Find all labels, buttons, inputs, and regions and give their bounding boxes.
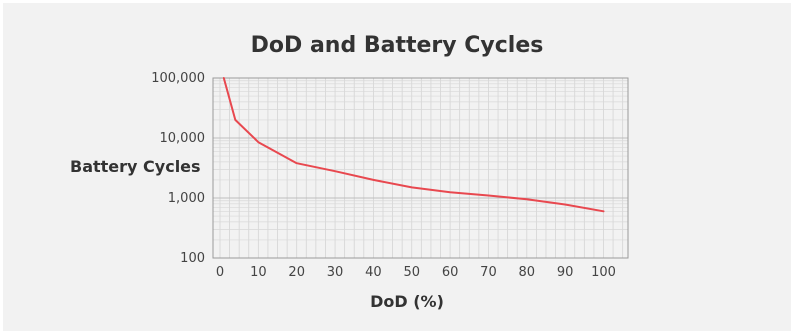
x-tick-label: 60 bbox=[442, 265, 459, 280]
y-tick-label: 100,000 bbox=[151, 71, 205, 86]
x-tick-label: 40 bbox=[365, 265, 382, 280]
grid-lines bbox=[213, 78, 628, 259]
plot-border bbox=[212, 77, 629, 259]
x-tick-labels: 0 10 20 30 40 50 60 70 80 90 100 bbox=[216, 265, 616, 280]
y-tick-label: 10,000 bbox=[160, 131, 206, 146]
x-axis-label: DoD (%) bbox=[370, 292, 444, 311]
y-tick-labels: 100 1,000 10,000 100,000 bbox=[151, 71, 205, 266]
x-tick-label: 20 bbox=[288, 265, 305, 280]
x-tick-label: 50 bbox=[403, 265, 420, 280]
series-group bbox=[222, 77, 605, 213]
y-axis-label: Battery Cycles bbox=[70, 157, 201, 176]
y-tick-label: 100 bbox=[180, 251, 205, 266]
chart-panel bbox=[3, 3, 791, 331]
plot-frame bbox=[212, 77, 629, 259]
x-tick-label: 0 bbox=[216, 265, 224, 280]
x-tick-label: 10 bbox=[250, 265, 267, 280]
x-tick-label: 90 bbox=[557, 265, 574, 280]
chart-title: DoD and Battery Cycles bbox=[250, 33, 544, 58]
y-tick-label: 1,000 bbox=[168, 191, 205, 206]
x-tick-label: 30 bbox=[327, 265, 344, 280]
x-tick-label: 100 bbox=[591, 265, 616, 280]
x-tick-label: 70 bbox=[480, 265, 497, 280]
x-tick-label: 80 bbox=[519, 265, 536, 280]
series-line bbox=[222, 77, 605, 213]
